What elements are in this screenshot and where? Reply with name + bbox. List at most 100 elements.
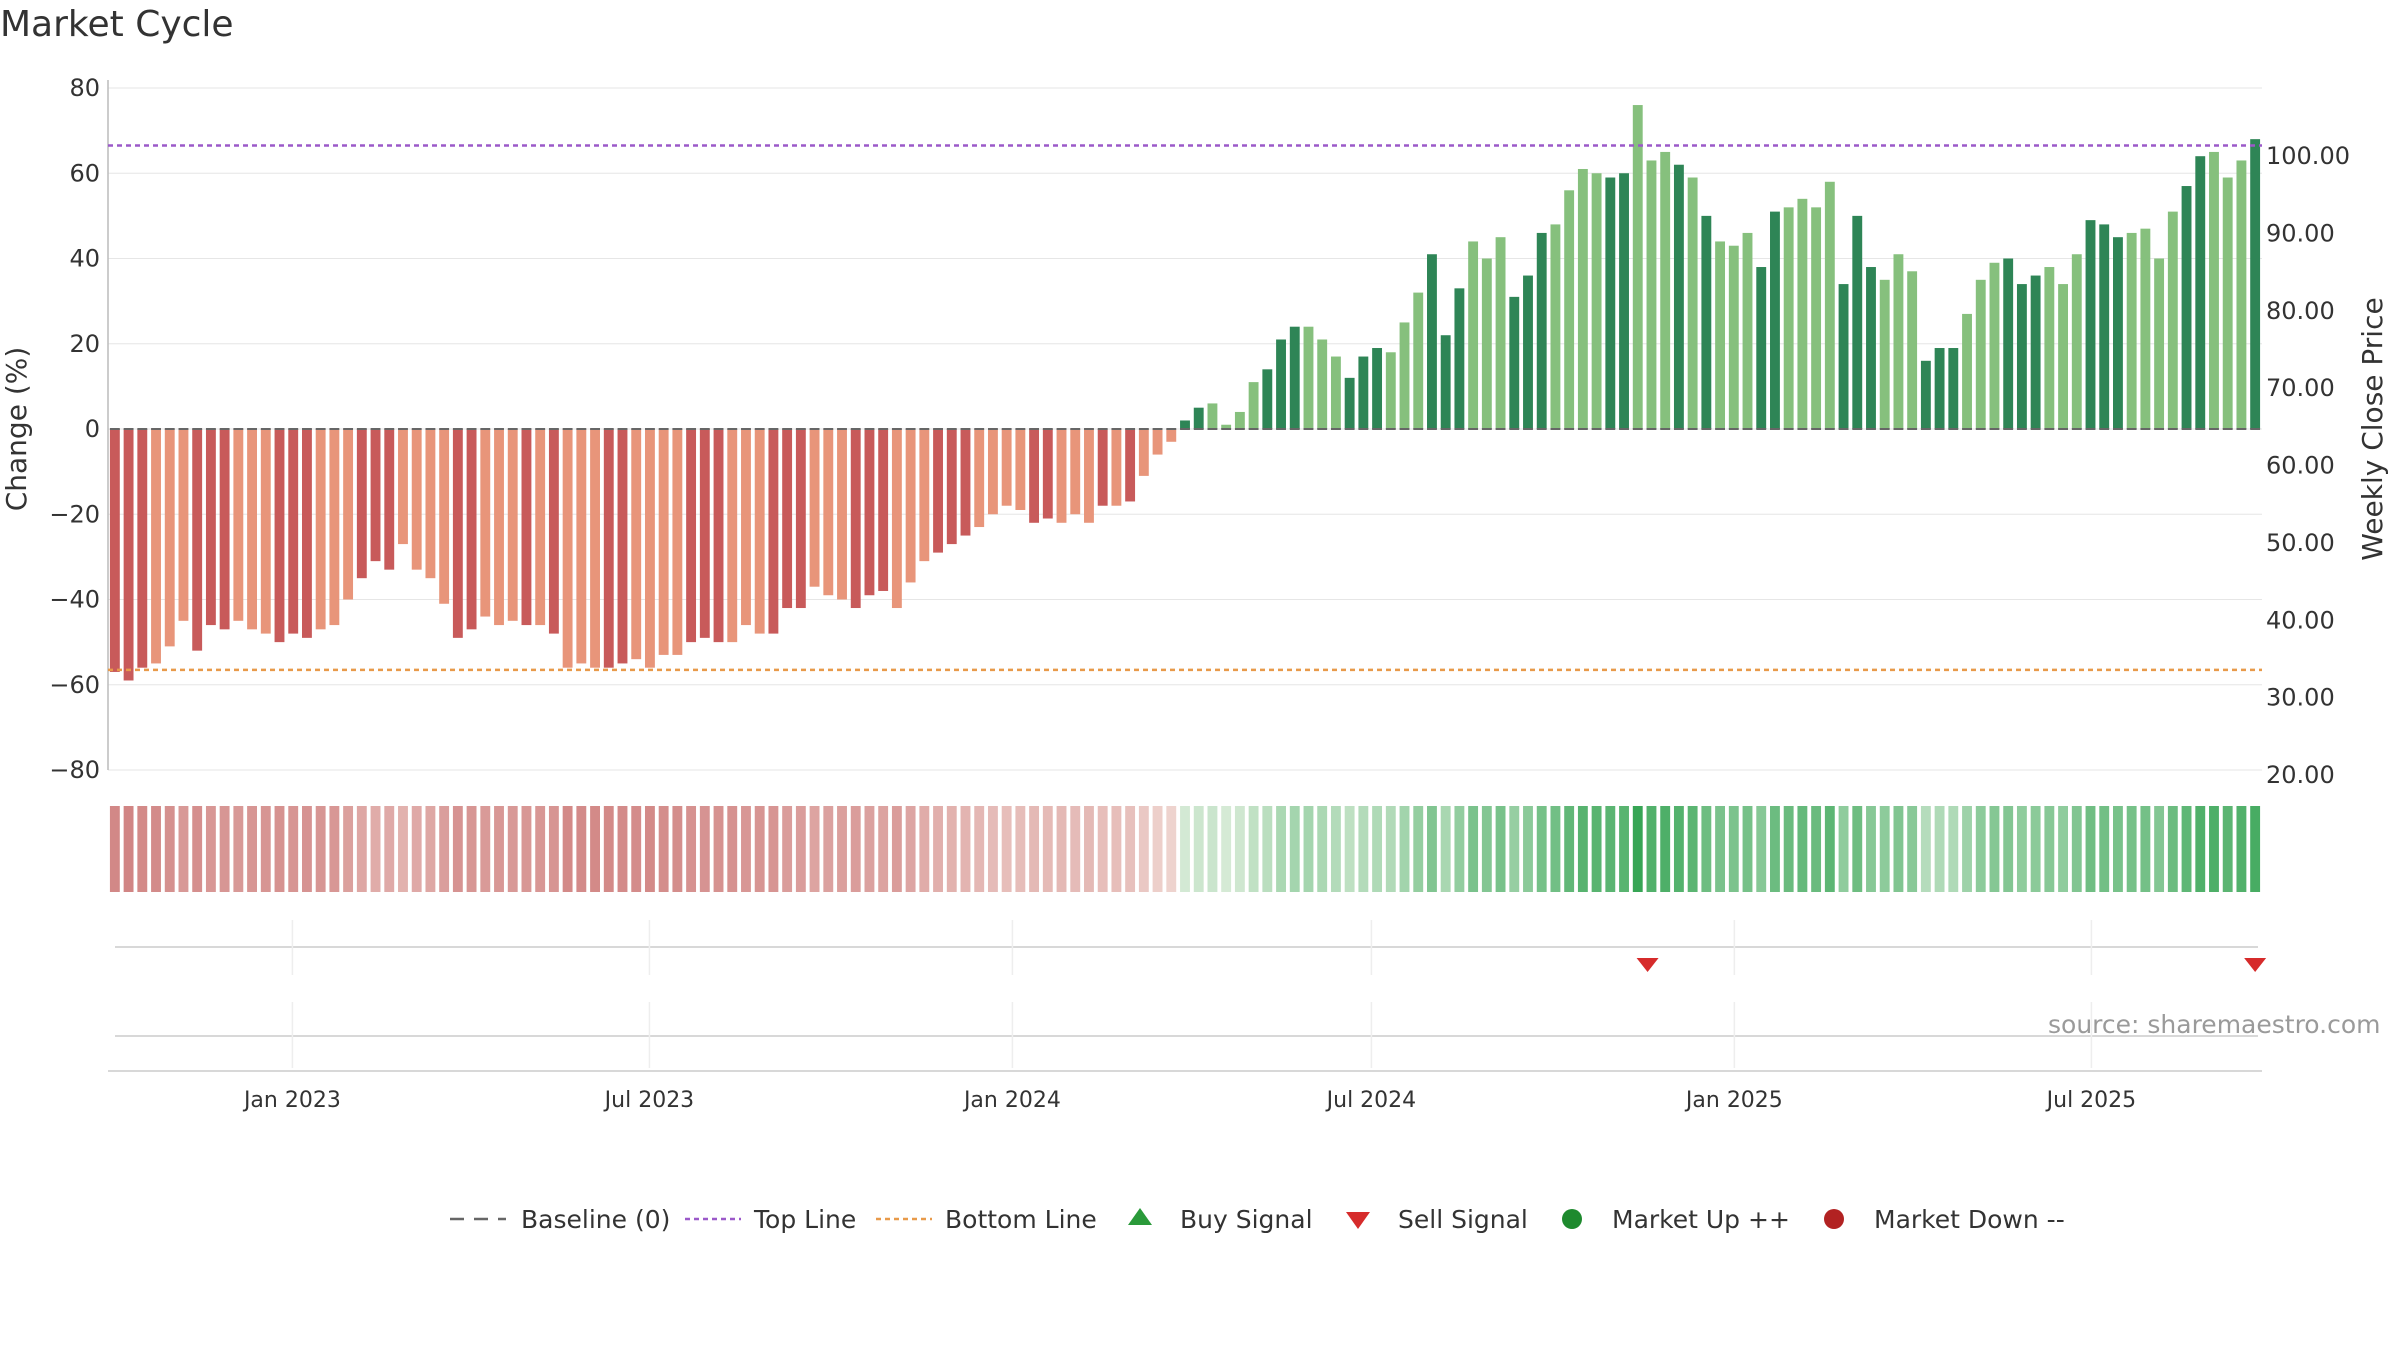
- market-state-cell: [974, 806, 985, 892]
- market-state-cell: [1523, 806, 1533, 892]
- market-state-cell: [617, 806, 628, 892]
- market-state-cell: [247, 806, 257, 892]
- market-state-cell: [1605, 806, 1616, 892]
- market-state-cell: [1070, 806, 1081, 892]
- market-state-cell: [356, 806, 367, 892]
- market-state-cell: [1564, 806, 1575, 892]
- bar: [2154, 258, 2165, 429]
- market-state-cell: [2236, 806, 2247, 892]
- market-state-cell: [1180, 806, 1190, 892]
- market-state-cell: [1591, 806, 1602, 892]
- market-state-cell: [919, 806, 930, 892]
- market-state-cell: [494, 806, 504, 892]
- bar: [1824, 181, 1835, 429]
- chart-title: Market Cycle: [0, 4, 234, 45]
- market-state-cell: [1920, 806, 1931, 892]
- market-state-cell: [1673, 806, 1684, 892]
- bar: [1907, 271, 1918, 429]
- bar: [1564, 190, 1575, 429]
- bar: [1948, 348, 1959, 429]
- market-state-cell: [1687, 806, 1698, 892]
- market-state-cell: [1811, 806, 1822, 892]
- bar: [1975, 279, 1986, 429]
- market-state-cell: [1399, 806, 1410, 892]
- bar: [1317, 339, 1328, 429]
- market-state-cell: [699, 806, 710, 892]
- market-state-cell: [590, 806, 600, 892]
- bar: [809, 429, 820, 587]
- market-state-cell: [192, 806, 203, 892]
- bar: [1770, 211, 1780, 429]
- bar: [164, 429, 175, 647]
- market-state-cell: [1948, 806, 1959, 892]
- bar: [439, 429, 450, 604]
- bar: [768, 429, 779, 634]
- market-state-cell: [658, 806, 669, 892]
- market-state-cell: [1042, 806, 1053, 892]
- bar: [631, 429, 642, 660]
- market-state-cell: [2030, 806, 2041, 892]
- y-tick-label-right: 80.00: [2266, 297, 2335, 325]
- market-state-cell: [1166, 806, 1177, 892]
- market-state-cell: [1330, 806, 1341, 892]
- market-state-cell: [1056, 806, 1067, 892]
- market-state-cell: [1824, 806, 1835, 892]
- bar: [288, 429, 299, 634]
- market-state-cell: [987, 806, 998, 892]
- bar: [1879, 279, 1890, 429]
- market-state-cell: [1262, 806, 1273, 892]
- bar: [219, 429, 230, 630]
- bar: [274, 429, 285, 643]
- market-state-cell: [2140, 806, 2151, 892]
- market-state-cell: [315, 806, 326, 892]
- market-state-cell: [1413, 806, 1424, 892]
- market-state-cell: [1907, 806, 1918, 892]
- bar: [782, 429, 793, 609]
- x-tick-label: Jul 2023: [603, 1088, 695, 1113]
- market-state-cell: [1344, 806, 1355, 892]
- bar: [2044, 267, 2055, 429]
- bar: [494, 429, 504, 626]
- bar: [2058, 284, 2069, 429]
- bar: [315, 429, 326, 630]
- market-state-cell: [768, 806, 779, 892]
- bar: [905, 429, 916, 583]
- market-state-cell: [1934, 806, 1945, 892]
- market-state-cell: [1797, 806, 1808, 892]
- market-state-cell: [274, 806, 285, 892]
- bar: [1330, 356, 1341, 429]
- market-state-cell: [384, 806, 395, 892]
- market-state-cell: [1317, 806, 1328, 892]
- bar: [151, 429, 161, 664]
- bar: [2181, 186, 2192, 429]
- bar: [1577, 168, 1588, 430]
- bar: [946, 429, 957, 545]
- bar: [2003, 258, 2014, 429]
- bar: [480, 429, 491, 617]
- market-state-cell: [233, 806, 244, 892]
- market-state-cell: [891, 806, 902, 892]
- bar: [562, 429, 573, 668]
- bar: [1866, 267, 1876, 429]
- bar: [1673, 164, 1684, 429]
- y-tick-label-left: −60: [49, 671, 100, 699]
- market-state-cell: [782, 806, 793, 892]
- bar: [1756, 267, 1767, 429]
- market-state-cell: [1084, 806, 1094, 892]
- bar: [1742, 232, 1753, 429]
- bar: [960, 429, 971, 536]
- bar: [370, 429, 381, 562]
- bar: [1262, 369, 1273, 429]
- bar: [1111, 429, 1122, 506]
- bar: [1193, 407, 1204, 429]
- y-tick-label-right: 50.00: [2266, 529, 2335, 557]
- bar: [1591, 173, 1602, 429]
- bar: [2195, 156, 2206, 429]
- legend-label: Bottom Line: [945, 1205, 1097, 1234]
- y-tick-label-right: 60.00: [2266, 452, 2335, 480]
- market-state-cell: [164, 806, 175, 892]
- market-state-cell: [288, 806, 299, 892]
- bar: [1934, 348, 1945, 429]
- market-state-cell: [151, 806, 161, 892]
